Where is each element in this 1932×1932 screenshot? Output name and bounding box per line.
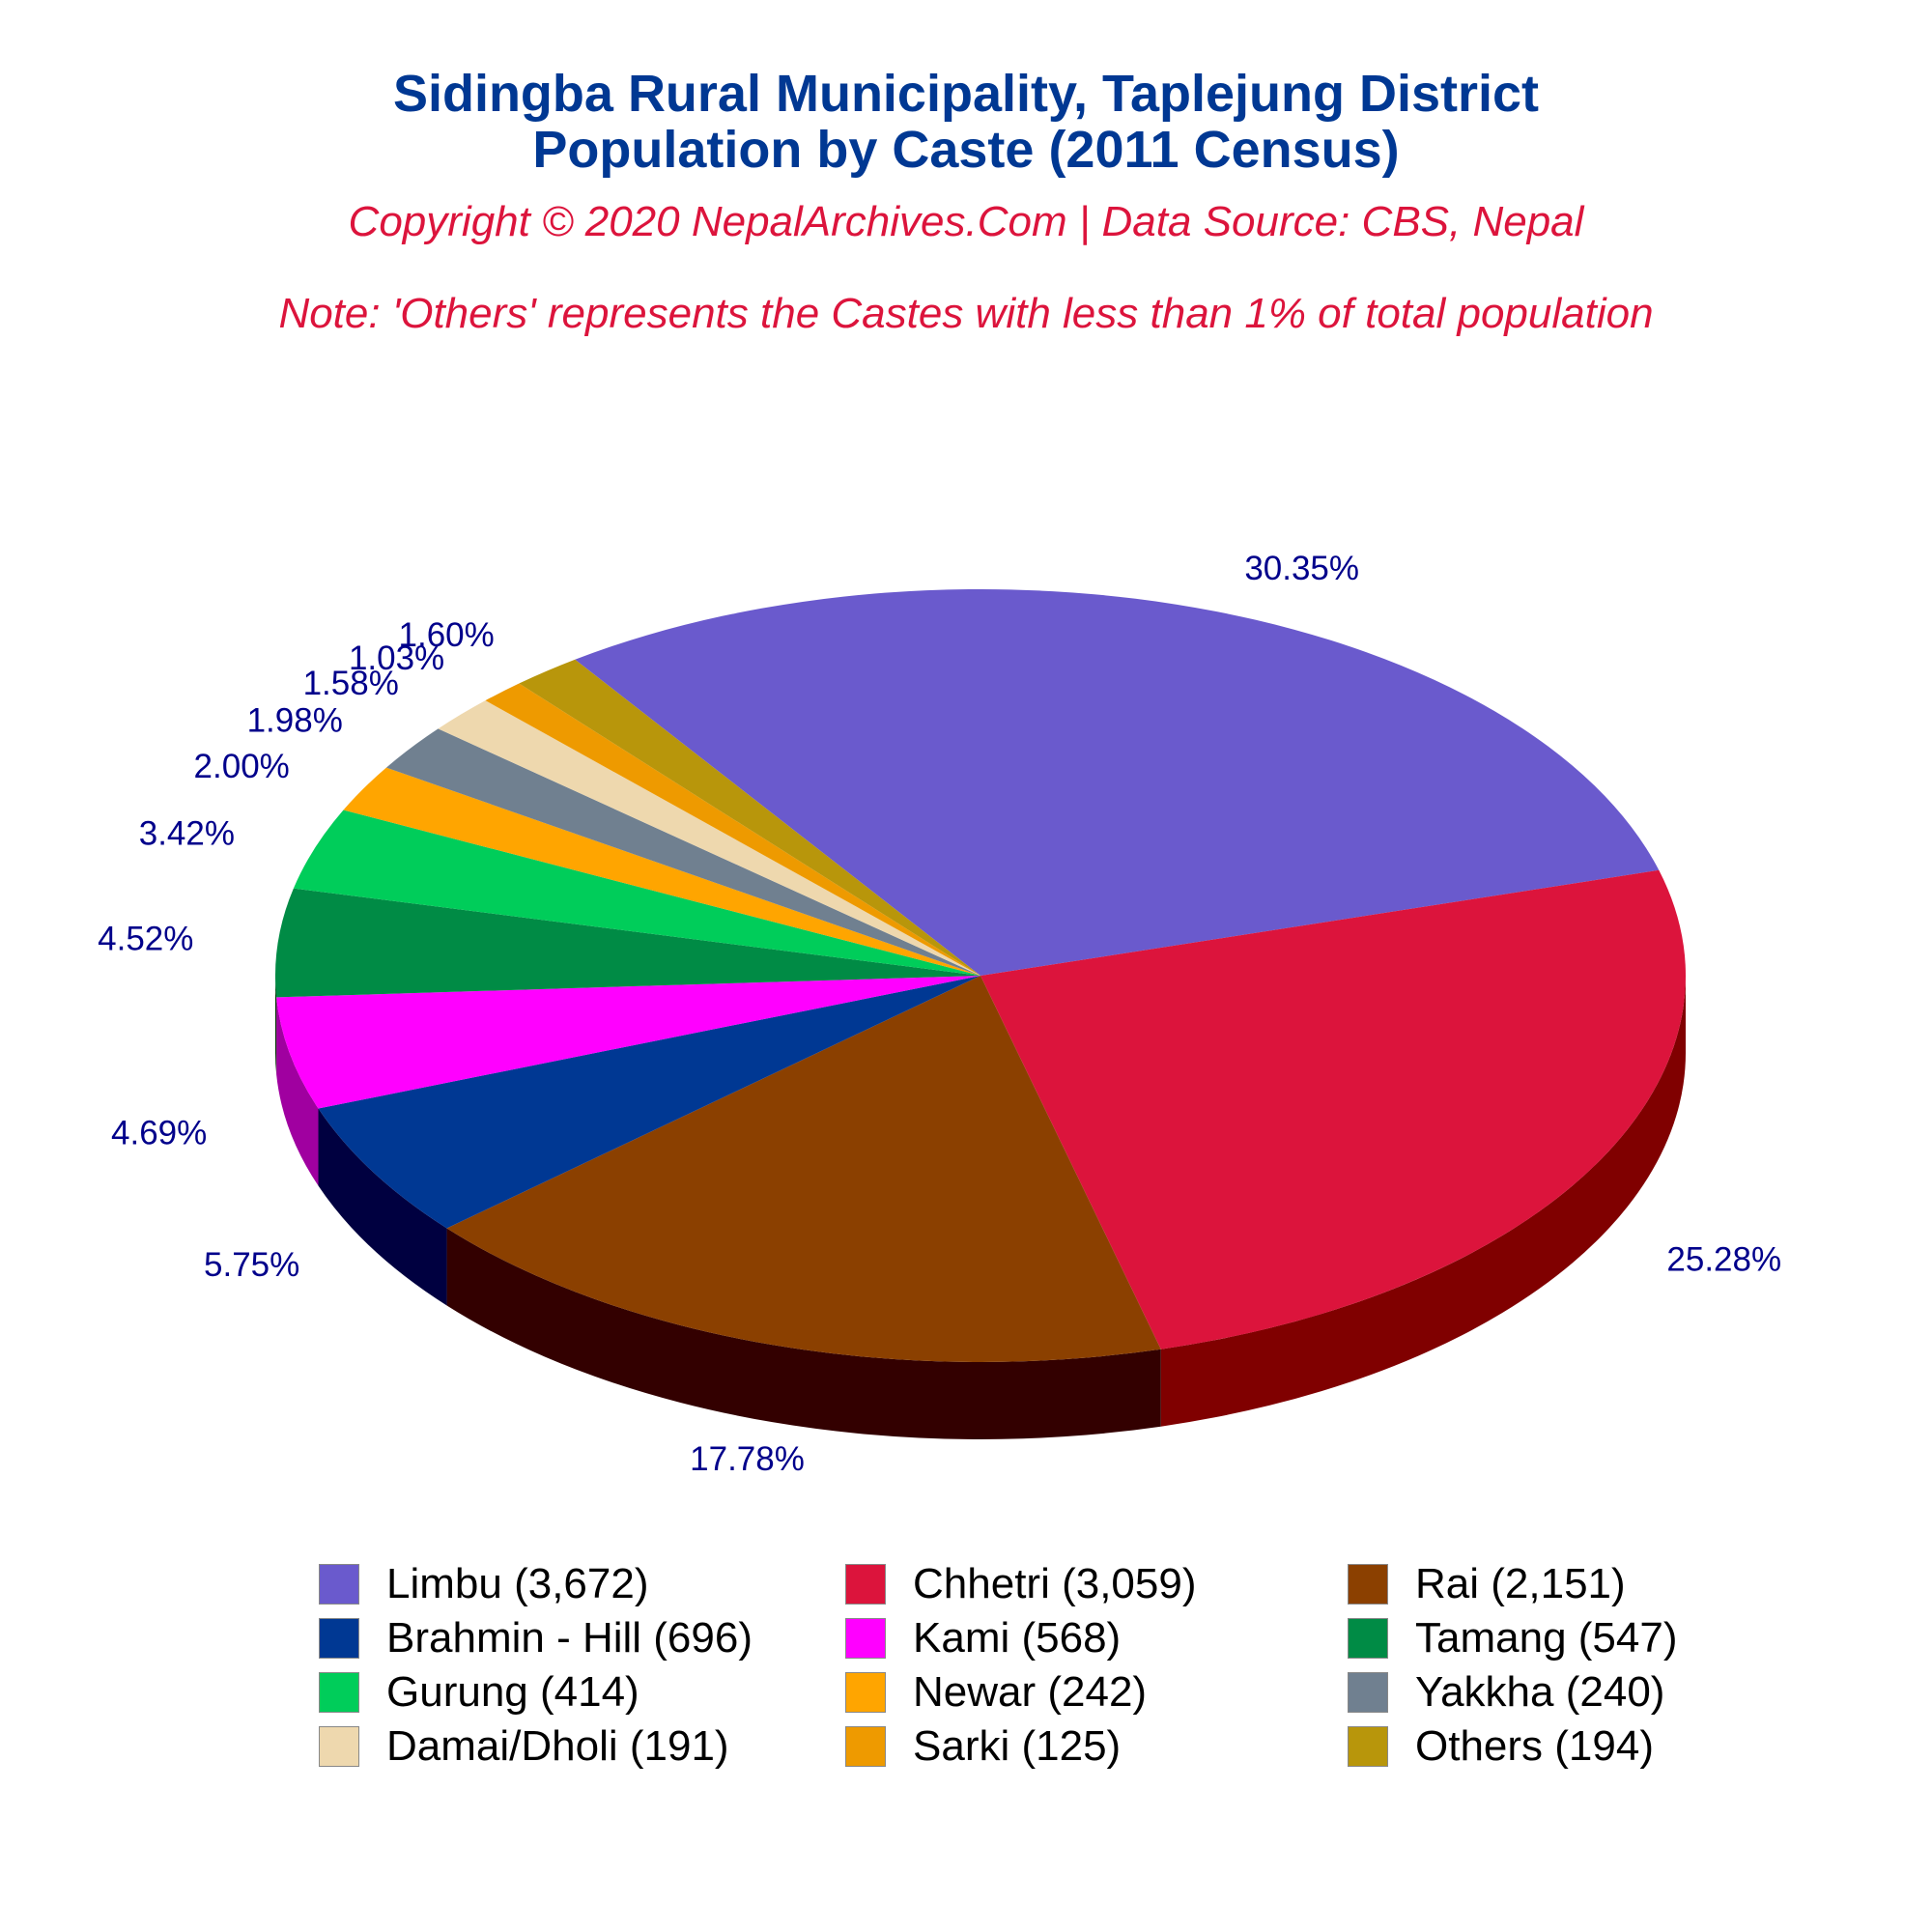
legend-label: Gurung (414) (386, 1668, 639, 1716)
legend-label: Chhetri (3,059) (913, 1560, 1197, 1607)
slice-percent-label: 25.28% (1666, 1241, 1781, 1279)
legend-swatch (845, 1726, 886, 1767)
pie-slice-1 (980, 869, 1686, 1350)
pie-side-5 (275, 976, 277, 1075)
legend-item: Tamang (547) (1348, 1614, 1690, 1662)
legend-item: Newar (242) (845, 1668, 1348, 1717)
legend-label: Brahmin - Hill (696) (386, 1614, 753, 1662)
legend-item: Chhetri (3,059) (845, 1560, 1348, 1608)
legend-label: Sarki (125) (913, 1722, 1122, 1770)
legend: Limbu (3,672) Chhetri (3,059) Rai (2,151) B… (319, 1560, 1690, 1771)
pie-side-2 (446, 1228, 1161, 1439)
legend-label: Newar (242) (913, 1668, 1148, 1716)
copyright-text: Copyright © 2020 NepalArchives.Com | Dat… (348, 198, 1584, 245)
slice-percent-label: 30.35% (1244, 550, 1359, 587)
legend-item: Sarki (125) (845, 1722, 1348, 1771)
legend-label: Yakkha (240) (1415, 1668, 1665, 1716)
legend-swatch (1348, 1672, 1388, 1713)
pie-slice-6 (293, 810, 981, 976)
legend-item: Rai (2,151) (1348, 1560, 1690, 1608)
legend-label: Tamang (547) (1415, 1614, 1678, 1662)
pie-slice-9 (438, 700, 980, 976)
pie-slice-7 (343, 767, 980, 976)
pie-slice-4 (276, 976, 981, 1109)
legend-swatch (845, 1564, 886, 1605)
pie-slice-5 (275, 888, 981, 998)
pie-side-1 (1160, 976, 1687, 1427)
slice-percent-label: 1.03% (349, 639, 444, 677)
chart-subtitle: Population by Caste (2011 Census) (532, 121, 1400, 179)
legend-label: Limbu (3,672) (386, 1560, 649, 1607)
legend-swatch (319, 1726, 359, 1767)
legend-label: Others (194) (1415, 1722, 1654, 1770)
pie-side-3 (318, 1108, 447, 1306)
slice-percent-label: 1.98% (247, 702, 343, 740)
legend-label: Rai (2,151) (1415, 1560, 1626, 1607)
legend-item: Gurung (414) (319, 1668, 845, 1717)
legend-item: Brahmin - Hill (696) (319, 1614, 845, 1662)
pie-chart: 30.35% 25.28% 17.78% 5.75% 4.69% 4.52% 3.42% 2.… (98, 550, 1781, 1478)
pie-slice-0 (575, 589, 1660, 976)
pie-slice-2 (446, 976, 1161, 1362)
slice-percent-label: 5.75% (204, 1246, 299, 1284)
legend-swatch (845, 1672, 886, 1713)
legend-label: Damai/Dholi (191) (386, 1722, 729, 1770)
legend-swatch (319, 1618, 359, 1659)
note-text: Note: 'Others' represents the Castes wit… (278, 290, 1654, 337)
pie-slice-3 (318, 976, 980, 1229)
legend-item: Yakkha (240) (1348, 1668, 1690, 1717)
legend-swatch (1348, 1726, 1388, 1767)
slice-percent-label: 4.52% (98, 921, 193, 958)
pie-side-4 (276, 997, 319, 1186)
legend-swatch (1348, 1564, 1388, 1605)
legend-item: Others (194) (1348, 1722, 1690, 1771)
pie-slice-11 (519, 659, 980, 976)
slice-percent-label: 3.42% (139, 814, 235, 852)
legend-item: Kami (568) (845, 1614, 1348, 1662)
legend-item: Limbu (3,672) (319, 1560, 845, 1608)
legend-swatch (845, 1618, 886, 1659)
pie-slice-10 (485, 683, 980, 976)
slice-percent-label: 4.69% (111, 1115, 207, 1152)
chart-title: Sidingba Rural Municipality, Taplejung D… (392, 65, 1540, 123)
slice-percent-label: 17.78% (690, 1440, 805, 1478)
legend-swatch (1348, 1618, 1388, 1659)
legend-item: Damai/Dholi (191) (319, 1722, 845, 1771)
legend-label: Kami (568) (913, 1614, 1122, 1662)
slice-percent-label: 1.60% (399, 616, 495, 654)
legend-swatch (319, 1672, 359, 1713)
legend-swatch (319, 1564, 359, 1605)
slice-percent-label: 1.58% (303, 665, 399, 702)
pie-slice-8 (385, 728, 981, 976)
slice-percent-label: 2.00% (194, 748, 290, 785)
